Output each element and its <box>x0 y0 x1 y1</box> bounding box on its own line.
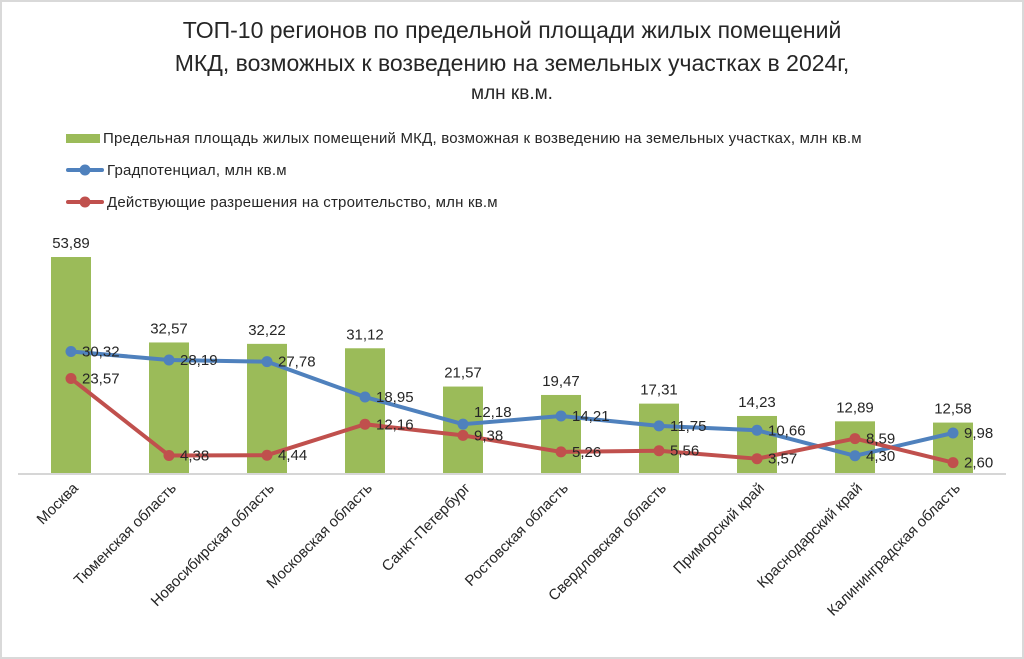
legend: Предельная площадь жилых помещений МКД, … <box>66 127 862 223</box>
permits-marker-icon <box>65 373 77 385</box>
gradpotential-value-label: 28,19 <box>180 352 218 369</box>
gradpotential-marker-icon <box>751 424 763 436</box>
permits-marker-icon <box>163 449 175 461</box>
bar-value-label: 32,22 <box>248 322 286 339</box>
legend-label-limit-area: Предельная площадь жилых помещений МКД, … <box>103 129 862 147</box>
gradpotential-value-label: 14,21 <box>572 408 610 425</box>
x-axis-label: Тюменская область <box>71 480 180 589</box>
bar-value-label: 17,31 <box>640 382 678 399</box>
permits-value-label: 4,44 <box>278 447 307 464</box>
gradpotential-marker-icon <box>261 356 273 368</box>
line-series-swatch-icon <box>66 168 104 172</box>
x-axis-label: Московская область <box>263 480 376 593</box>
bar-series-swatch-icon <box>66 133 100 143</box>
permits-value-label: 23,57 <box>82 371 120 388</box>
gradpotential-marker-icon <box>457 418 469 430</box>
permits-marker-icon <box>849 433 861 445</box>
bar <box>639 403 679 473</box>
permits-value-label: 3,57 <box>768 451 797 468</box>
legend-item-limit-area: Предельная площадь жилых помещений МКД, … <box>66 127 862 149</box>
x-axis-label: Москва <box>34 479 83 528</box>
gradpotential-marker-icon <box>163 354 175 366</box>
chart-title: ТОП-10 регионов по предельной площади жи… <box>2 14 1022 108</box>
permits-marker-icon <box>555 446 567 458</box>
legend-label-permits: Действующие разрешения на строительство,… <box>107 193 498 211</box>
bar-value-label: 19,47 <box>542 373 580 390</box>
permits-marker-icon <box>653 445 665 457</box>
gradpotential-marker-icon <box>359 391 371 403</box>
bar-value-label: 12,58 <box>934 401 972 418</box>
x-axis-label: Ростовская область <box>462 480 572 590</box>
permits-marker-icon <box>261 449 273 461</box>
permits-value-label: 5,56 <box>670 443 699 460</box>
permits-marker-icon <box>457 429 469 441</box>
bar <box>345 348 385 473</box>
chart-title-line-1: ТОП-10 регионов по предельной площади жи… <box>182 17 842 43</box>
line-series-swatch-icon <box>66 200 104 204</box>
legend-item-gradpotential: Градпотенциал, млн кв.м <box>66 159 862 181</box>
permits-value-label: 5,26 <box>572 444 601 461</box>
x-axis-label: Краснодарский край <box>754 480 866 592</box>
chart-title-units: млн кв.м. <box>471 83 553 104</box>
bar-value-label: 53,89 <box>52 235 90 252</box>
gradpotential-line <box>69 349 955 458</box>
permits-value-label: 4,38 <box>180 447 209 464</box>
permits-marker-icon <box>947 457 959 469</box>
bar-value-label: 14,23 <box>738 394 776 411</box>
gradpotential-value-label: 12,18 <box>474 404 512 421</box>
gradpotential-value-label: 30,32 <box>82 343 120 360</box>
x-axis-label: Санкт-Петербург <box>379 479 475 575</box>
permits-value-label: 12,16 <box>376 416 414 433</box>
bar <box>443 386 483 473</box>
gradpotential-value-label: 18,95 <box>376 389 414 406</box>
permits-value-label: 9,38 <box>474 427 503 444</box>
bar-value-label: 32,57 <box>150 320 188 337</box>
gradpotential-value-label: 10,66 <box>768 422 806 439</box>
gradpotential-marker-icon <box>65 345 77 357</box>
bar <box>541 394 581 473</box>
legend-item-permits: Действующие разрешения на строительство,… <box>66 191 862 213</box>
gradpotential-value-label: 27,78 <box>278 354 316 371</box>
chart-title-line-2: МКД, возможных к возведению на земельных… <box>174 50 850 76</box>
bar-value-label: 31,12 <box>346 326 384 343</box>
x-axis-label: Приморский край <box>670 480 768 578</box>
bar <box>51 257 91 473</box>
legend-label-gradpotential: Градпотенциал, млн кв.м <box>107 161 287 179</box>
gradpotential-value-label: 9,98 <box>964 425 993 442</box>
permits-value-label: 8,59 <box>866 431 895 448</box>
gradpotential-marker-icon <box>849 450 861 462</box>
bar-value-label: 12,89 <box>836 399 874 416</box>
permits-value-label: 2,60 <box>964 455 993 472</box>
gradpotential-value-label: 4,30 <box>866 448 895 465</box>
permits-marker-icon <box>359 418 371 430</box>
bar-value-label: 21,57 <box>444 365 482 382</box>
gradpotential-marker-icon <box>653 420 665 432</box>
permits-line <box>69 376 955 465</box>
gradpotential-marker-icon <box>555 410 567 422</box>
permits-marker-icon <box>751 453 763 465</box>
gradpotential-value-label: 11,75 <box>670 418 706 435</box>
bar <box>835 421 875 473</box>
gradpotential-marker-icon <box>947 427 959 439</box>
